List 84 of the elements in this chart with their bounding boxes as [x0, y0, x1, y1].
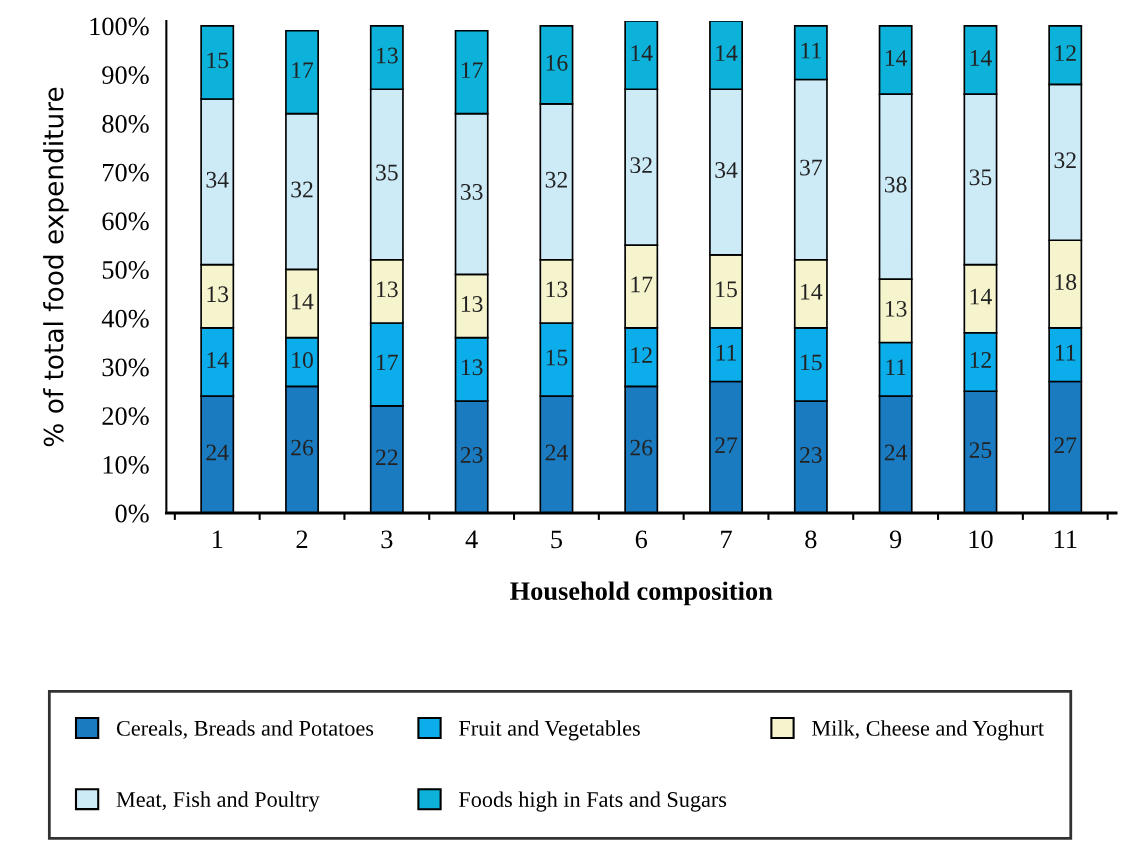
data-label: 33	[460, 183, 483, 200]
data-label: 13	[885, 300, 907, 317]
legend-label: Cereals, Breads and Potatoes	[116, 720, 374, 740]
data-label: 32	[291, 181, 313, 198]
x-tick-label: 3	[381, 530, 393, 549]
data-label: 15	[546, 349, 568, 366]
data-label: 34	[206, 171, 229, 188]
data-label: 35	[969, 169, 992, 186]
data-label: 11	[716, 344, 736, 361]
x-tick-label: 6	[635, 530, 648, 549]
data-label: 17	[461, 62, 483, 78]
x-tick-label: 4	[465, 530, 478, 548]
data-label: 18	[1055, 274, 1077, 290]
legend-label: Meat, Fish and Poultry	[116, 791, 320, 812]
data-label: 15	[207, 52, 229, 69]
legend-label: Fruit and Vegetables	[459, 720, 640, 741]
y-axis-title: % of total food expenditure	[43, 87, 69, 447]
y-tick-label: 80%	[102, 114, 149, 133]
data-label: 14	[716, 45, 738, 61]
data-label: 26	[630, 439, 653, 456]
data-label: 22	[376, 449, 398, 466]
legend-label: Foods high in Fats and Sugars	[459, 791, 727, 812]
data-label: 13	[377, 47, 398, 64]
y-tick-label: 30%	[102, 358, 149, 377]
data-label: 16	[546, 54, 568, 71]
data-label: 24	[884, 444, 908, 461]
data-label: 13	[546, 281, 568, 298]
data-label: 11	[1055, 344, 1076, 361]
data-label: 14	[292, 293, 314, 310]
x-tick-label: 7	[721, 530, 732, 548]
data-label: 14	[631, 45, 653, 61]
data-label: 10	[292, 351, 313, 368]
y-tick-label: 40%	[101, 309, 149, 328]
data-label: 14	[801, 283, 823, 300]
data-label: 24	[206, 444, 229, 461]
data-label: 35	[376, 164, 398, 181]
data-label: 14	[970, 50, 992, 66]
data-label: 26	[291, 439, 314, 456]
data-label: 13	[461, 359, 483, 376]
data-label: 37	[800, 159, 822, 176]
x-tick-label: 10	[969, 530, 993, 549]
data-label: 15	[716, 281, 737, 298]
y-tick-label: 20%	[102, 407, 149, 426]
x-axis-title: Household composition	[510, 581, 773, 606]
data-label: 13	[461, 296, 483, 312]
data-label: 27	[715, 437, 738, 453]
data-label: 17	[631, 276, 653, 293]
data-label: 24	[545, 444, 568, 461]
x-tick-label: 9	[889, 530, 902, 549]
data-label: 17	[292, 62, 314, 78]
data-label: 32	[630, 157, 652, 174]
data-label: 11	[801, 42, 821, 59]
data-label: 23	[800, 447, 822, 463]
y-tick-label: 100%	[90, 17, 149, 36]
data-label: 27	[1054, 437, 1077, 453]
data-label: 32	[545, 171, 567, 188]
data-label: 14	[885, 50, 908, 66]
data-label: 12	[1055, 45, 1076, 61]
y-tick-label: 90%	[102, 66, 149, 85]
y-tick-label: 70%	[103, 163, 149, 182]
x-tick-label: 1	[212, 530, 223, 548]
x-tick-label: 5	[551, 530, 563, 549]
x-tick-label: 2	[296, 530, 308, 548]
data-label: 14	[207, 352, 229, 368]
data-label: 14	[970, 288, 992, 305]
data-label: 38	[884, 176, 907, 193]
data-label: 25	[969, 442, 992, 459]
legend-label: Milk, Cheese and Yoghurt	[812, 720, 1044, 741]
data-label: 34	[715, 162, 738, 178]
y-tick-label: 50%	[102, 261, 149, 279]
data-label: 11	[886, 359, 906, 375]
y-tick-label: 0%	[115, 504, 149, 523]
x-tick-label: 11	[1054, 530, 1077, 548]
x-tick-label: 8	[805, 530, 817, 549]
data-label: 23	[460, 447, 483, 463]
data-label: 12	[631, 347, 652, 363]
data-label: 13	[207, 286, 229, 303]
data-label: 32	[1054, 152, 1076, 169]
data-label: 17	[377, 354, 398, 371]
y-tick-label: 60%	[102, 212, 149, 231]
y-tick-label: 10%	[103, 455, 149, 474]
data-label: 15	[801, 354, 822, 371]
data-label: 13	[377, 281, 398, 298]
data-label: 12	[970, 352, 991, 368]
